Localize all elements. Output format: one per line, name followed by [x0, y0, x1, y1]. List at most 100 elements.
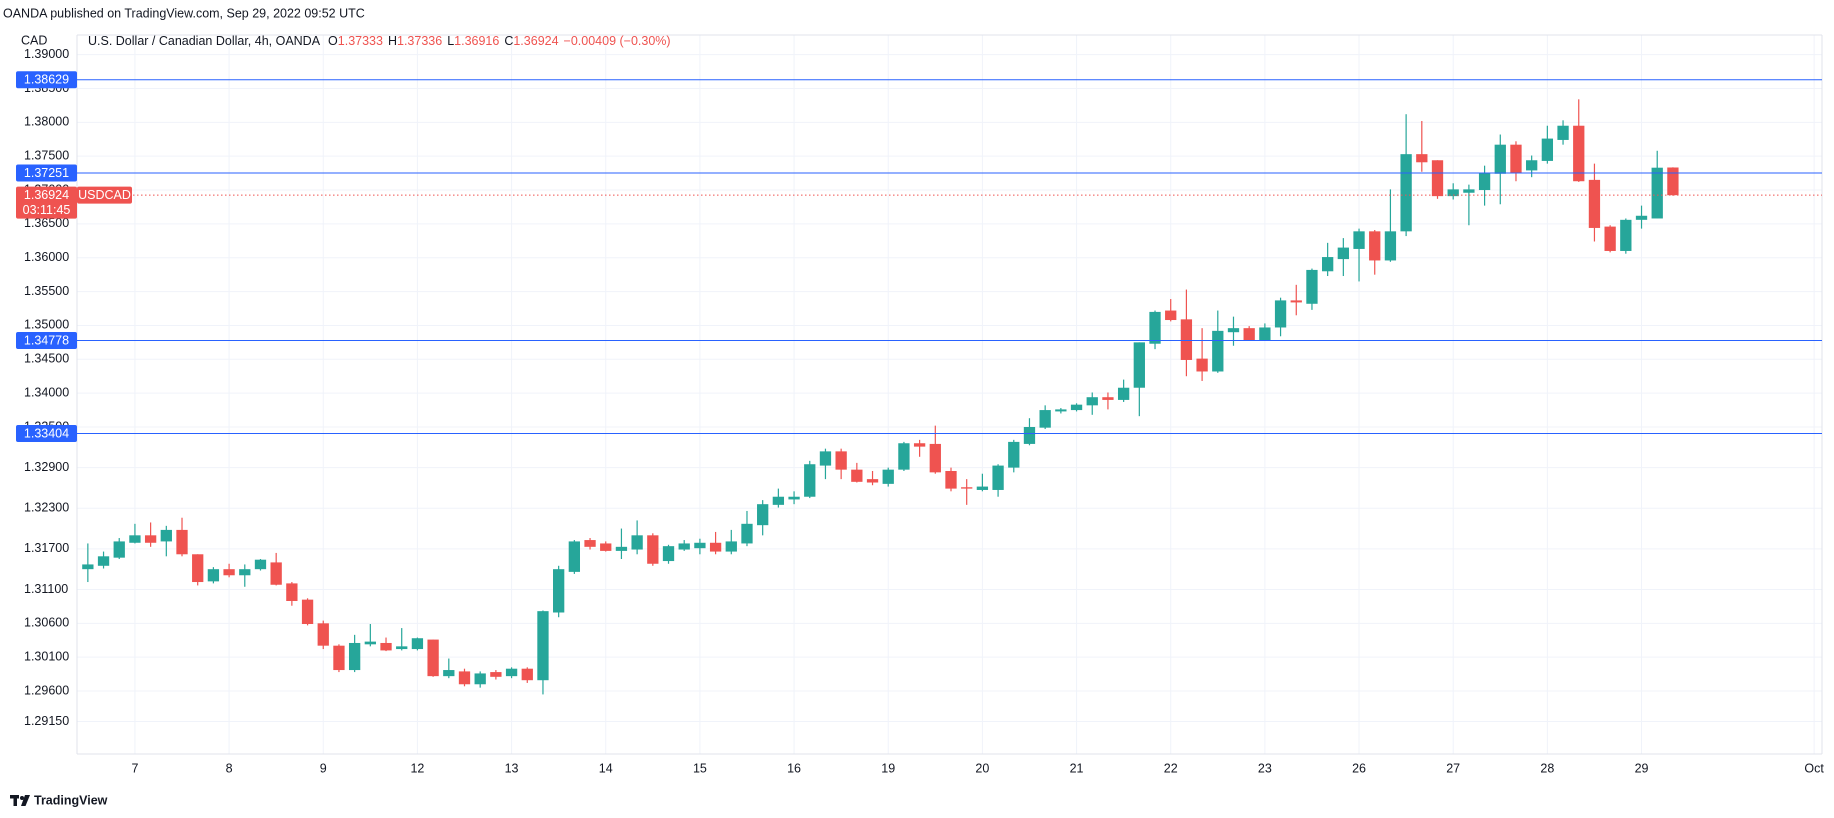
candle-body — [301, 599, 314, 625]
candle-body — [254, 559, 267, 570]
candle-body — [1259, 327, 1271, 341]
level-tag — [16, 424, 77, 442]
publisher-line: OANDA published on TradingView.com, Sep … — [3, 6, 365, 20]
logo-slash — [21, 795, 30, 806]
candle-body — [1227, 328, 1240, 333]
candle-body — [474, 673, 486, 685]
candle-body — [835, 451, 847, 470]
candle-body — [945, 471, 957, 489]
candle-body — [333, 645, 345, 671]
level-tag — [16, 331, 77, 349]
candle-body — [1620, 219, 1632, 251]
x-tick-label: 15 — [693, 761, 707, 775]
candle-body — [223, 569, 235, 576]
candle-body — [129, 535, 141, 543]
candle-body — [1353, 231, 1365, 249]
y-tick-label: 1.30100 — [24, 649, 69, 663]
candle-body — [1243, 328, 1255, 341]
x-tick-label: 26 — [1352, 761, 1366, 775]
symbol-tag — [77, 186, 132, 204]
last-price-label: 1.36924 — [24, 188, 69, 202]
last-price-tag — [16, 186, 77, 219]
candle-body — [97, 556, 110, 566]
y-tick-label: 1.29600 — [24, 683, 69, 697]
level-label: 1.38629 — [24, 73, 69, 87]
candle-body — [662, 546, 675, 562]
x-tick-label: 21 — [1070, 761, 1084, 775]
candle-body — [819, 451, 832, 466]
candle-body — [1588, 179, 1601, 228]
candle-body — [976, 486, 989, 490]
candle-body — [1196, 358, 1208, 372]
candle-body — [113, 541, 125, 558]
candle-body — [788, 496, 800, 500]
candle-body — [694, 542, 706, 549]
candle-body — [144, 535, 157, 543]
logo-dot — [20, 796, 24, 800]
y-tick-label: 1.38000 — [24, 115, 69, 129]
level-label: 1.37251 — [24, 166, 69, 180]
ohlc-value: 1.36916 — [454, 34, 499, 48]
ohlc-prefix: L — [447, 34, 454, 48]
x-tick-label: 29 — [1635, 761, 1649, 775]
ohlc-value: 1.37333 — [338, 34, 383, 48]
candle-body — [772, 496, 785, 505]
candle-body — [1463, 189, 1475, 193]
candle-body — [270, 562, 282, 585]
candle-body — [1667, 167, 1679, 196]
candle-body — [348, 642, 361, 671]
x-tick-label: 22 — [1164, 761, 1178, 775]
candle-body — [1274, 300, 1287, 328]
candle-body — [176, 529, 188, 555]
x-tick-label: Oct — [1804, 761, 1824, 775]
y-tick-label: 1.37500 — [24, 148, 69, 162]
candle-body — [1290, 300, 1302, 303]
x-tick-label: 16 — [787, 761, 801, 775]
candle-body — [1557, 125, 1569, 140]
level-tag — [16, 164, 77, 182]
candle-body — [851, 469, 863, 482]
candle-body — [192, 554, 204, 583]
candle-body — [160, 529, 172, 542]
candle-body — [537, 611, 549, 681]
candle-body — [647, 535, 659, 564]
x-tick-label: 12 — [410, 761, 424, 775]
candle-body — [1337, 247, 1349, 260]
y-tick-label: 1.30600 — [24, 616, 69, 630]
candle-body — [615, 546, 628, 551]
x-tick-label: 28 — [1540, 761, 1554, 775]
candle-body — [757, 504, 769, 526]
candle-body — [1133, 342, 1145, 388]
ohlc-value: 1.36924 — [513, 34, 558, 48]
candle-body — [553, 569, 565, 613]
level-label: 1.33404 — [24, 426, 69, 440]
ohlc-prefix: C — [504, 34, 513, 48]
candle-body — [411, 638, 424, 650]
x-tick-label: 9 — [320, 761, 327, 775]
candle-body — [866, 479, 879, 483]
candle-body — [443, 670, 455, 677]
candle-body — [882, 469, 894, 484]
candle-body — [1023, 426, 1036, 444]
level-tag — [16, 71, 77, 89]
candle-body — [709, 542, 722, 552]
candle-body — [427, 639, 439, 677]
ohlc-prefix: O — [328, 34, 338, 48]
candle-body — [239, 569, 251, 576]
candle-body — [82, 564, 94, 570]
y-tick-label: 1.39000 — [24, 47, 69, 61]
y-tick-label: 1.35500 — [24, 284, 69, 298]
ohlc-value: 1.37336 — [397, 34, 442, 48]
candle-body — [317, 623, 329, 646]
legend: U.S. Dollar / Canadian Dollar, 4h, OANDA… — [88, 34, 671, 48]
y-tick-label: 1.29150 — [24, 714, 69, 728]
candle-body — [913, 443, 926, 447]
candle-body — [1400, 154, 1412, 232]
candle-body — [1635, 215, 1648, 220]
candle-body — [1573, 125, 1585, 182]
candle-body — [1165, 310, 1177, 321]
candle-body — [207, 569, 220, 582]
x-tick-label: 7 — [131, 761, 138, 775]
